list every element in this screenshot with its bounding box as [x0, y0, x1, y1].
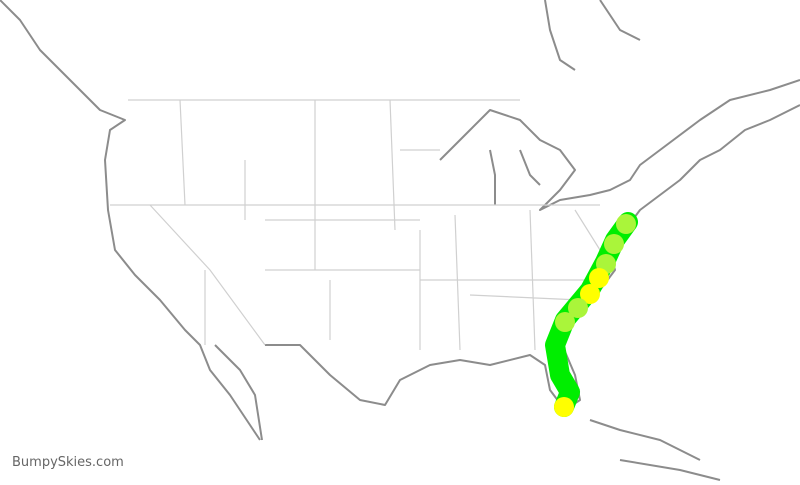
turbulence-marker [589, 268, 609, 288]
flight-route [545, 212, 638, 417]
turbulence-marker [616, 214, 636, 234]
turbulence-marker [555, 312, 575, 332]
turbulence-marker [580, 284, 600, 304]
state-borders [110, 99, 601, 351]
brand-watermark: BumpySkies.com [12, 455, 124, 470]
turbulence-marker [604, 234, 624, 254]
turbulence-marker [568, 298, 588, 318]
turbulence-marker [554, 397, 574, 417]
